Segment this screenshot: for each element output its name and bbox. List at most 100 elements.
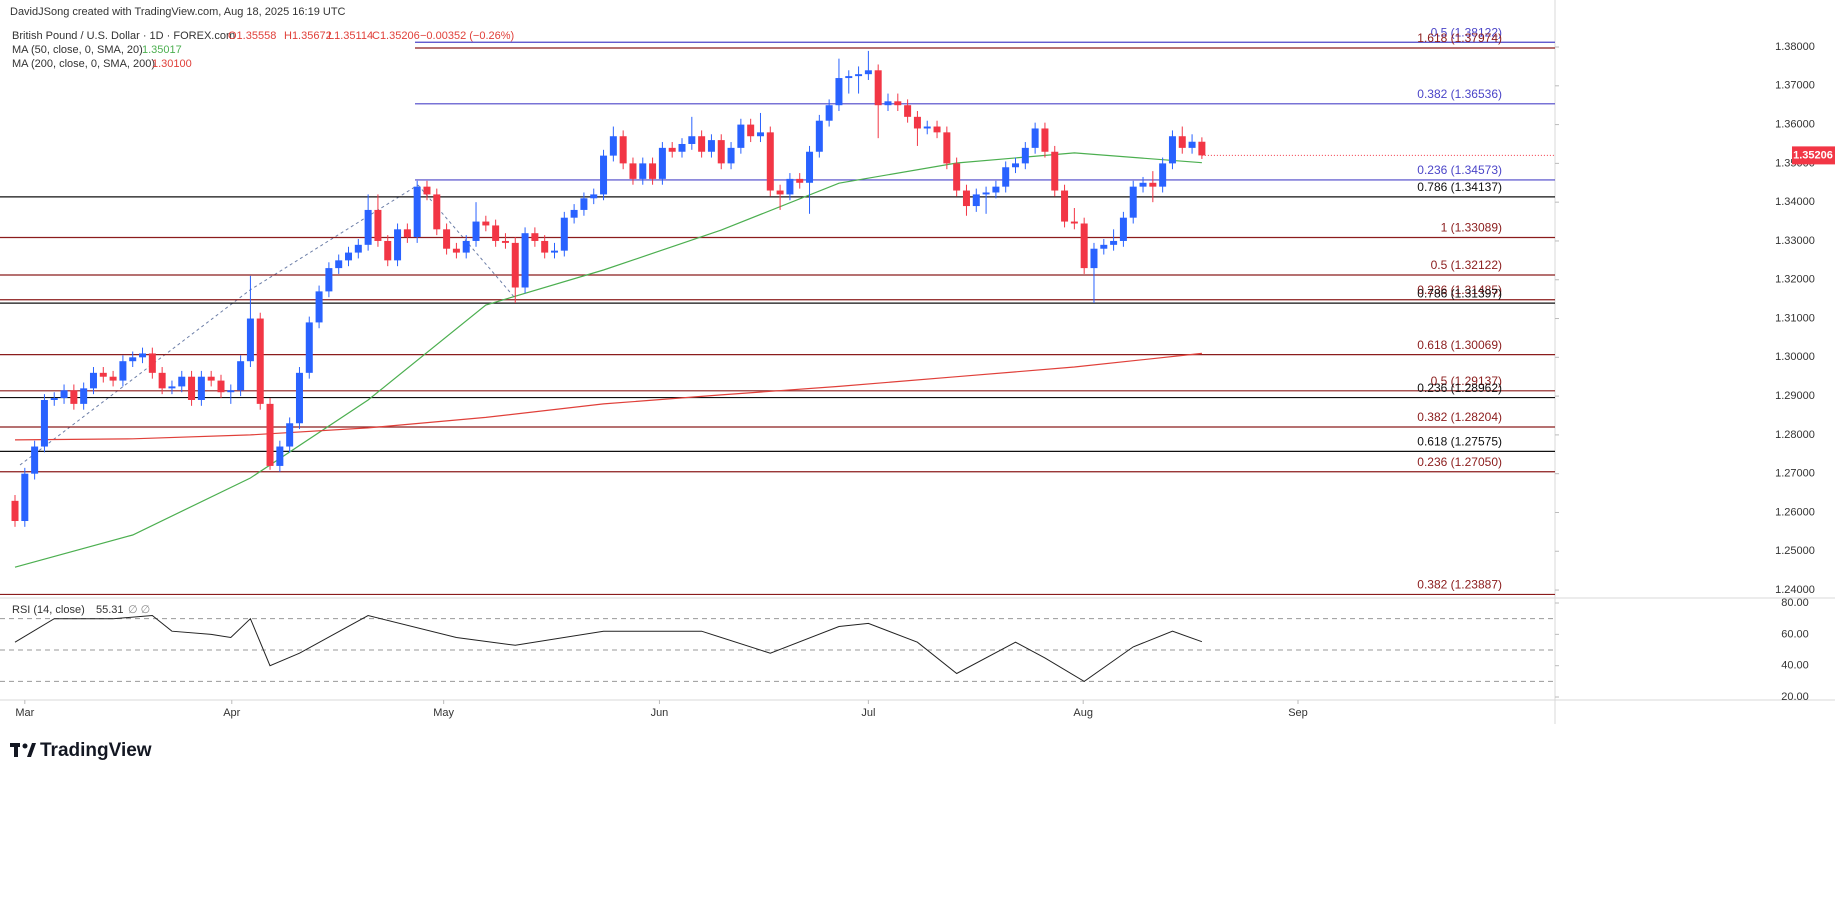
candle-body — [1168, 136, 1176, 164]
candle-body — [698, 136, 706, 152]
candle-body — [1129, 186, 1137, 218]
quote-low: L1.35114 — [328, 30, 373, 42]
y-tick-label: 1.30000 — [1775, 351, 1815, 363]
candle-body — [796, 178, 804, 183]
candle-body — [717, 140, 725, 164]
candle-body — [933, 126, 941, 133]
brand-logo: TradingView — [10, 740, 152, 761]
candle-body — [472, 221, 480, 241]
candle-body — [629, 163, 637, 179]
rsi-legend-name: RSI (14, close) — [12, 604, 85, 616]
candle-body — [1090, 248, 1098, 269]
candle-body — [825, 105, 833, 121]
y-tick-label: 1.26000 — [1775, 506, 1815, 518]
x-tick-label: May — [433, 707, 454, 719]
ma-legend-name: MA (50, close, 0, SMA, 20) — [12, 44, 143, 56]
candle-body — [982, 192, 990, 195]
candle-body — [1002, 167, 1010, 187]
y-tick-label: 1.29000 — [1775, 390, 1815, 402]
candle-body — [815, 120, 823, 152]
candle-body — [786, 178, 794, 195]
rsi-y-tick-label: 60.00 — [1781, 628, 1809, 640]
candle-body — [40, 399, 48, 447]
y-tick-label: 1.37000 — [1775, 80, 1815, 92]
candle-body — [492, 225, 500, 241]
candle-body — [354, 244, 362, 253]
y-tick-label: 1.27000 — [1775, 468, 1815, 480]
fib-level-label: 0.382 (1.36536) — [1417, 87, 1502, 101]
candle-body — [668, 147, 676, 152]
fib-levels: 0.5 (1.38122)1.618 (1.37974) 0.382 (1.365… — [0, 25, 1555, 596]
y-tick-label: 1.32000 — [1775, 274, 1815, 286]
candle-body — [1198, 141, 1206, 156]
y-tick-label: 1.31000 — [1775, 312, 1815, 324]
logo-shape — [22, 743, 28, 749]
fib-level-label: 0.236 (1.34573) — [1417, 163, 1502, 177]
candle-body — [560, 217, 568, 251]
candle-body — [737, 124, 745, 148]
candle-body — [148, 353, 156, 373]
candle-body — [600, 155, 608, 195]
candle-body — [413, 186, 421, 238]
y-tick-label: 1.25000 — [1775, 545, 1815, 557]
fib-level-label: 1.618 (1.37974) — [1417, 31, 1502, 45]
candle-body — [707, 140, 715, 152]
candle-body — [678, 143, 686, 152]
candle-body — [256, 318, 264, 404]
candle-body — [168, 386, 176, 389]
candle-body — [943, 132, 951, 164]
moving-average-line — [14, 152, 1202, 568]
candle-body — [580, 198, 588, 210]
brand-name: TradingView — [40, 740, 152, 761]
y-tick-label: 1.33000 — [1775, 235, 1815, 247]
ma-legend-name: MA (200, close, 0, SMA, 200) — [12, 58, 155, 70]
candle-body — [619, 136, 627, 164]
candle-body — [119, 361, 127, 381]
fib-level-label: 0.382 (1.28204) — [1417, 410, 1502, 424]
candle-body — [462, 240, 470, 253]
candle-body — [923, 126, 931, 129]
candle-body — [266, 403, 274, 466]
candle-body — [99, 372, 107, 377]
candle-body — [953, 163, 961, 191]
candle-body — [874, 70, 882, 106]
candle-body — [197, 376, 205, 400]
candle-body — [835, 78, 843, 106]
candle-body — [776, 190, 784, 195]
candle-body — [60, 390, 68, 399]
rsi-y-tick-label: 40.00 — [1781, 660, 1809, 672]
candle-body — [178, 376, 186, 387]
x-tick-label: Mar — [15, 707, 34, 719]
moving-average-line — [14, 352, 1202, 441]
candle-body — [609, 136, 617, 156]
candle-body — [158, 372, 166, 389]
fib-level-label: 0.236 (1.28962) — [1417, 381, 1502, 395]
candle-body — [1159, 163, 1167, 187]
rsi-line — [14, 614, 1203, 682]
x-tick-label: Apr — [223, 707, 240, 719]
candle-body — [913, 116, 921, 129]
candle-body — [550, 250, 558, 253]
candle-body — [139, 353, 147, 358]
candle-body — [1178, 136, 1186, 148]
ma-legend-value: 1.35017 — [142, 44, 182, 56]
last-price-badge — [1792, 146, 1835, 165]
fib-level-label: 0.786 (1.31397) — [1417, 286, 1502, 300]
candle-body — [433, 194, 441, 230]
quote-change: −0.00352 (−0.26%) — [420, 30, 514, 42]
candle-body — [756, 132, 764, 137]
fib-level-label: 0.5 (1.32122) — [1431, 258, 1502, 272]
candle-body — [766, 132, 774, 191]
logo-shape — [27, 743, 36, 757]
candle-body — [521, 233, 529, 288]
logo-shape — [14, 743, 18, 757]
rsi-y-tick-label: 20.00 — [1781, 691, 1809, 703]
candle-body — [1061, 190, 1069, 222]
candle-body — [217, 380, 225, 393]
candle-body — [335, 260, 343, 269]
candle-body — [11, 500, 19, 522]
candle-body — [845, 76, 853, 79]
quote-open: O1.35558 — [228, 30, 276, 42]
candle-body — [727, 147, 735, 164]
